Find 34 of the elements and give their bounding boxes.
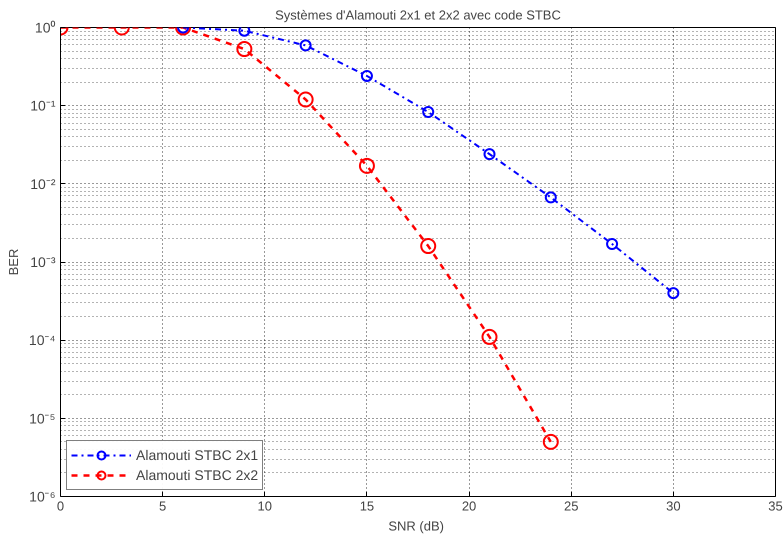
y-axis-title: BER xyxy=(6,248,21,276)
x-tick-label: 20 xyxy=(462,498,476,514)
point xyxy=(544,191,557,204)
y-tick-label: 10⁻⁶ xyxy=(29,488,56,504)
point xyxy=(420,238,436,254)
point xyxy=(358,158,375,174)
y-tick-label: 10⁻⁴ xyxy=(28,332,56,348)
point xyxy=(667,287,680,300)
x-axis-title: SNR (dB) xyxy=(388,518,444,534)
x-tick-label: 5 xyxy=(159,498,166,514)
point xyxy=(482,328,498,345)
legend-label: Alamouti STBC 2x1 xyxy=(136,447,258,463)
legend-label: Alamouti STBC 2x2 xyxy=(136,467,258,483)
y-tick-label: 10⁻⁵ xyxy=(29,410,56,426)
x-tick-label: 15 xyxy=(360,498,374,514)
x-tick-label: 0 xyxy=(56,498,64,514)
point xyxy=(238,28,250,37)
x-tick-label: 25 xyxy=(564,498,578,514)
x-tick-label: 30 xyxy=(666,498,681,514)
y-tick-label: 10⁻² xyxy=(30,176,56,192)
point xyxy=(298,91,314,108)
point xyxy=(542,434,559,450)
y-tick-label: 10⁻¹ xyxy=(30,98,56,114)
point xyxy=(360,70,373,82)
point xyxy=(484,148,496,160)
y-tick-label: 10⁻³ xyxy=(30,254,56,270)
x-tick-label: 35 xyxy=(768,498,783,514)
point xyxy=(236,41,252,58)
x-tick-label: 10 xyxy=(258,498,272,514)
chart-title: Systèmes d'Alamouti 2x1 et 2x2 avec code STBC xyxy=(275,8,561,22)
point xyxy=(422,106,434,118)
y-tick-label: 10⁰ xyxy=(34,20,56,36)
point xyxy=(300,39,312,52)
point xyxy=(606,238,618,250)
